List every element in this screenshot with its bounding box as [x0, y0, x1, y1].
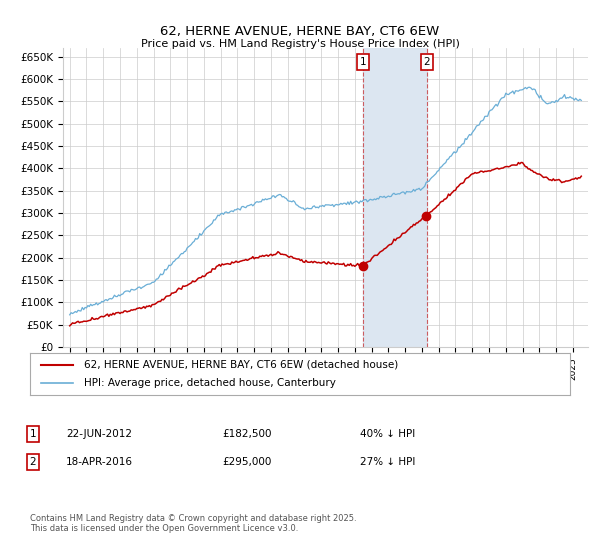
- Text: 62, HERNE AVENUE, HERNE BAY, CT6 6EW: 62, HERNE AVENUE, HERNE BAY, CT6 6EW: [160, 25, 440, 38]
- Text: Contains HM Land Registry data © Crown copyright and database right 2025.
This d: Contains HM Land Registry data © Crown c…: [30, 514, 356, 533]
- Text: 1: 1: [29, 429, 37, 439]
- Text: 18-APR-2016: 18-APR-2016: [66, 457, 133, 467]
- Text: HPI: Average price, detached house, Canterbury: HPI: Average price, detached house, Cant…: [84, 378, 336, 388]
- Text: 62, HERNE AVENUE, HERNE BAY, CT6 6EW (detached house): 62, HERNE AVENUE, HERNE BAY, CT6 6EW (de…: [84, 360, 398, 370]
- Text: 40% ↓ HPI: 40% ↓ HPI: [360, 429, 415, 439]
- Text: 2: 2: [424, 57, 430, 67]
- Text: 1: 1: [359, 57, 366, 67]
- Bar: [363, 48, 427, 347]
- Text: Price paid vs. HM Land Registry's House Price Index (HPI): Price paid vs. HM Land Registry's House …: [140, 39, 460, 49]
- Text: 2: 2: [29, 457, 37, 467]
- Text: 27% ↓ HPI: 27% ↓ HPI: [360, 457, 415, 467]
- Text: £182,500: £182,500: [222, 429, 271, 439]
- Text: 22-JUN-2012: 22-JUN-2012: [66, 429, 132, 439]
- Text: £295,000: £295,000: [222, 457, 271, 467]
